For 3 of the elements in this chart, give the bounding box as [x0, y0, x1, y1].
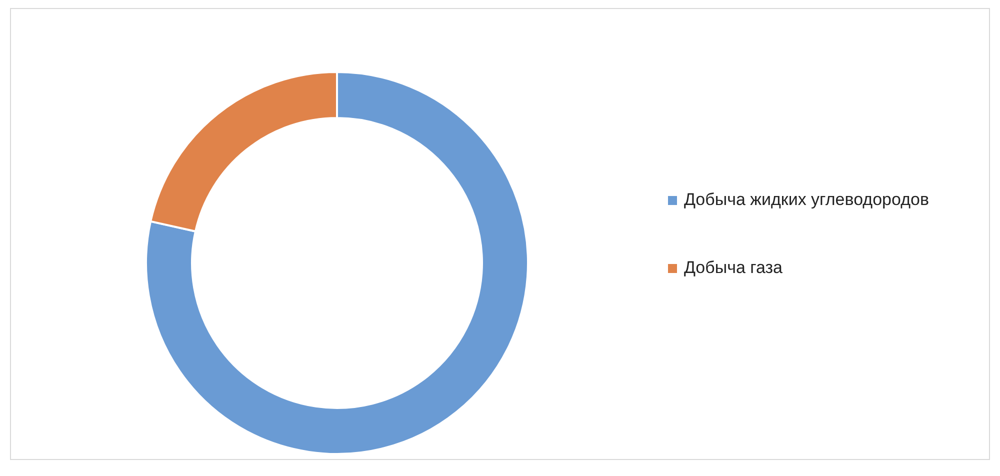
legend-label: Добыча жидких углеводородов — [684, 190, 929, 210]
donut-slice — [145, 71, 529, 455]
legend-label: Добыча газа — [684, 258, 782, 278]
